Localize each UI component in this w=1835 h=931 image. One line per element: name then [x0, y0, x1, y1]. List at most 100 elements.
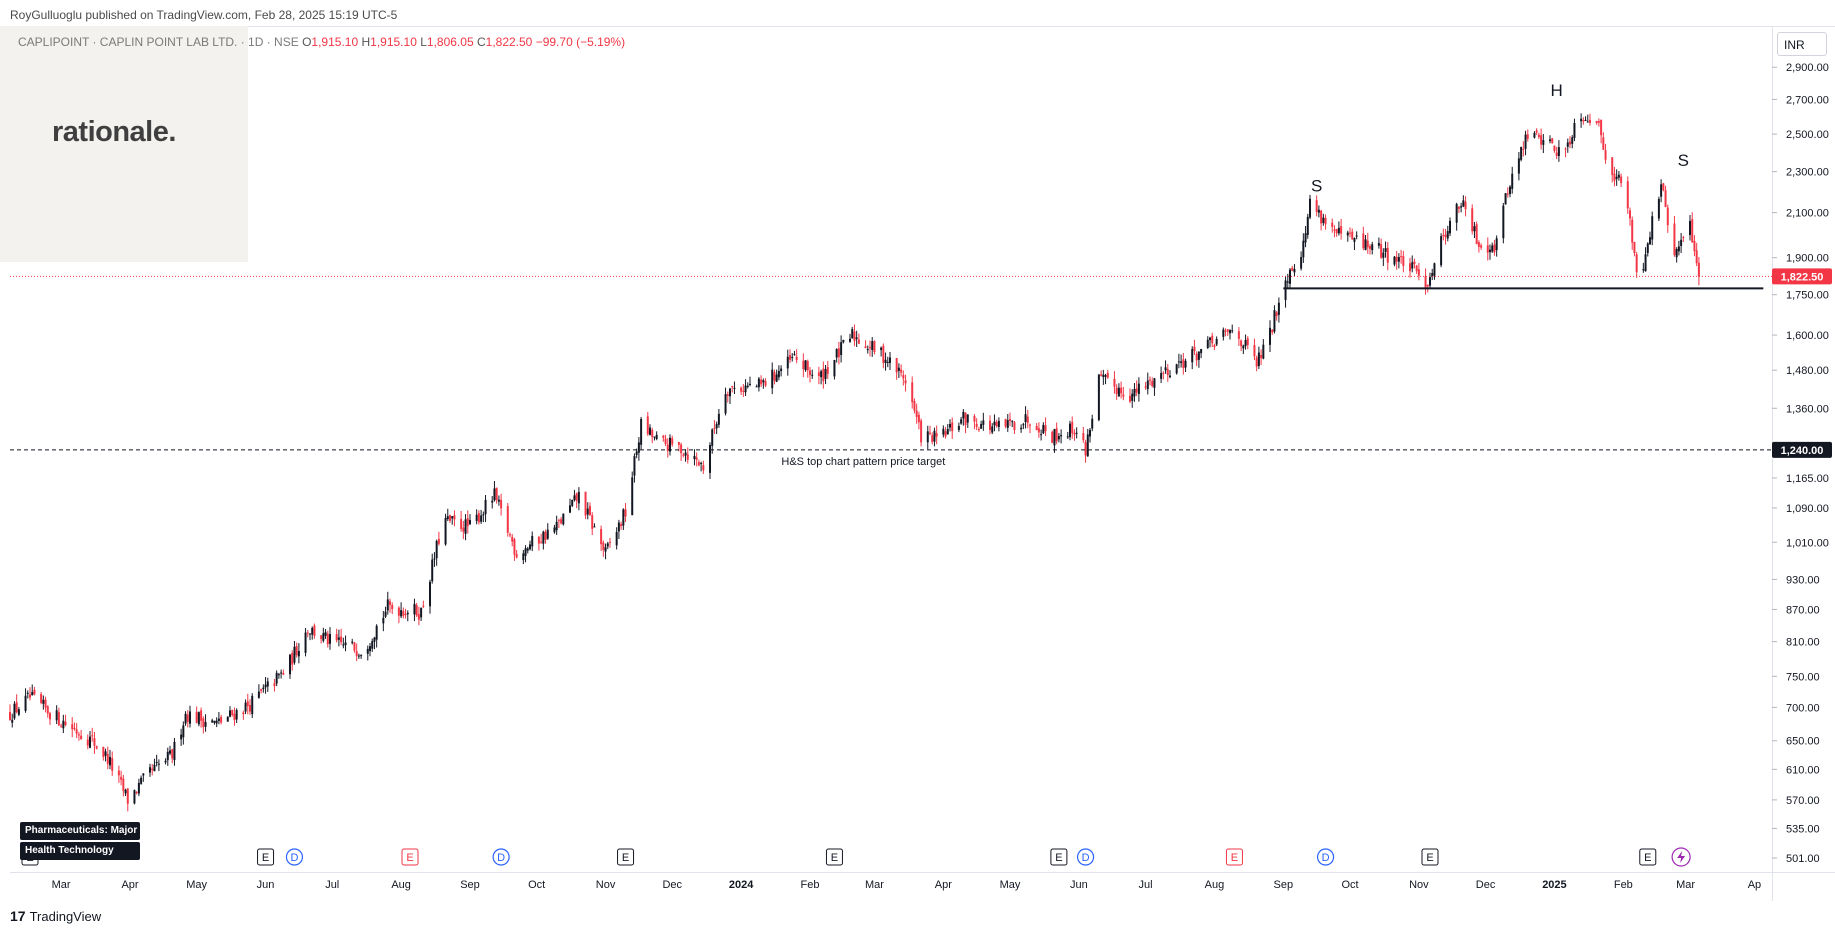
candle-body	[1369, 246, 1371, 249]
candle-body	[942, 428, 945, 435]
candle-body	[342, 644, 345, 646]
candle-body	[320, 635, 323, 639]
candle-body	[1511, 173, 1514, 189]
price-tick-label: 2,300.00	[1786, 167, 1829, 179]
sector-tag[interactable]: Pharmaceuticals: Major	[20, 822, 140, 840]
candle-body	[746, 385, 749, 387]
candle-body	[109, 756, 111, 766]
candle-body	[280, 672, 283, 674]
candle-body	[853, 331, 856, 341]
candle-body	[1071, 421, 1074, 434]
candle-body	[326, 633, 329, 645]
candle-body	[344, 642, 347, 646]
time-tick-label: Apr	[121, 879, 138, 891]
candle-body	[915, 410, 918, 417]
candle-body	[186, 714, 189, 722]
candle-body	[655, 434, 658, 439]
candle-body	[1097, 374, 1100, 421]
candle-body	[449, 515, 451, 521]
candle-body	[340, 636, 343, 643]
candle-body	[1660, 184, 1663, 197]
candle-body	[577, 491, 580, 504]
candle-body	[1522, 148, 1525, 150]
candle-body	[195, 711, 198, 723]
candle-body	[1597, 121, 1600, 123]
currency-selector[interactable]: INR	[1777, 32, 1827, 56]
candle-body	[1131, 393, 1134, 401]
candle-body	[569, 505, 571, 513]
candle-body	[757, 378, 760, 388]
candle-body	[306, 632, 309, 634]
price-tick-label: 810.00	[1786, 637, 1820, 649]
candle-body	[1506, 193, 1509, 195]
candle-body	[851, 329, 854, 339]
candle-body	[1322, 217, 1325, 223]
candle-body	[1366, 240, 1369, 248]
candle-body	[1229, 330, 1231, 334]
candle-body	[1602, 137, 1605, 150]
candle-body	[166, 751, 169, 761]
candle-body	[1004, 419, 1007, 427]
candle-body	[1626, 181, 1629, 209]
candle-body	[282, 672, 285, 675]
candle-body	[789, 355, 791, 360]
candle-body	[357, 655, 360, 657]
price-tick-label: 1,750.00	[1786, 290, 1829, 302]
candle-body	[571, 499, 574, 506]
candle-body	[1200, 349, 1203, 354]
candle-body	[1491, 245, 1494, 252]
candle-body	[126, 788, 129, 804]
candle-body	[764, 381, 767, 386]
candle-body	[1697, 262, 1700, 277]
candle-body	[886, 361, 889, 363]
candle-body	[842, 339, 845, 343]
candle-body	[742, 390, 745, 392]
candle-body	[511, 536, 514, 542]
price-tick-label: 700.00	[1786, 702, 1820, 714]
candle-body	[804, 360, 807, 371]
candle-body	[1349, 232, 1351, 234]
candle-body	[477, 513, 480, 523]
candle-body	[1584, 119, 1587, 121]
candle-body	[857, 339, 860, 344]
time-tick-label: Feb	[801, 879, 820, 891]
candle-body	[262, 687, 265, 690]
target-price-label: 1,240.00	[1781, 445, 1824, 457]
close-label: C	[476, 35, 486, 49]
earnings-marker	[257, 848, 275, 866]
candle-body	[491, 500, 494, 503]
candle-body	[33, 689, 36, 695]
candle-body	[351, 641, 354, 643]
candle-body	[462, 527, 465, 532]
candle-body	[1386, 247, 1389, 263]
last-price-tag	[1772, 268, 1832, 285]
candle-body	[417, 614, 420, 620]
candle-body	[553, 527, 556, 533]
industry-tag[interactable]: Health Technology	[20, 842, 140, 860]
candle-body	[1304, 233, 1307, 243]
candle-body	[93, 738, 96, 746]
earnings-marker-label: E	[1231, 852, 1238, 864]
candle-body	[1677, 246, 1680, 252]
candle-body	[169, 750, 171, 754]
candle-body	[384, 611, 387, 617]
candle-body	[1433, 263, 1436, 276]
candle-body	[624, 509, 627, 517]
candle-body	[840, 342, 843, 355]
candle-body	[913, 401, 916, 411]
candle-body	[540, 541, 543, 543]
candle-body	[304, 632, 307, 653]
time-tick-label: Jun	[257, 879, 275, 891]
candle-body	[917, 414, 920, 423]
candle-body	[122, 778, 125, 791]
candle-body	[651, 429, 654, 438]
candle-body	[1566, 142, 1569, 147]
candle-body	[902, 375, 905, 379]
candle-body	[1215, 338, 1218, 345]
candle-body	[557, 520, 560, 522]
price-tick-label: 1,090.00	[1786, 503, 1829, 515]
candle-body	[1657, 199, 1660, 219]
candle-body	[204, 721, 207, 727]
symbol-name[interactable]: CAPLIPOINT · CAPLIN POINT LAB LTD. · 1D …	[18, 35, 299, 49]
